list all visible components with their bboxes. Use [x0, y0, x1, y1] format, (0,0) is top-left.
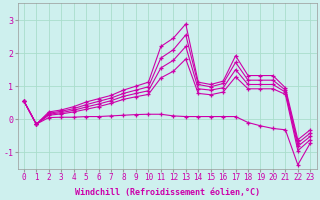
X-axis label: Windchill (Refroidissement éolien,°C): Windchill (Refroidissement éolien,°C)	[75, 188, 260, 197]
